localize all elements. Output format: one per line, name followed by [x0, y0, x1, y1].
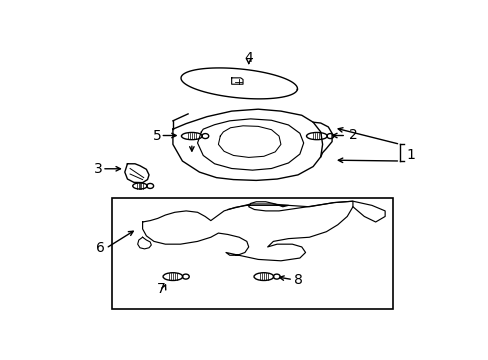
Text: 2: 2 [348, 128, 357, 142]
Text: 4: 4 [244, 51, 253, 66]
Text: 3: 3 [94, 162, 102, 176]
Text: 8: 8 [294, 273, 303, 287]
Text: 6: 6 [96, 241, 104, 255]
Text: 1: 1 [405, 148, 414, 162]
Bar [112, 198, 392, 309]
Text: 7: 7 [156, 282, 165, 296]
Text: 5: 5 [152, 129, 161, 143]
